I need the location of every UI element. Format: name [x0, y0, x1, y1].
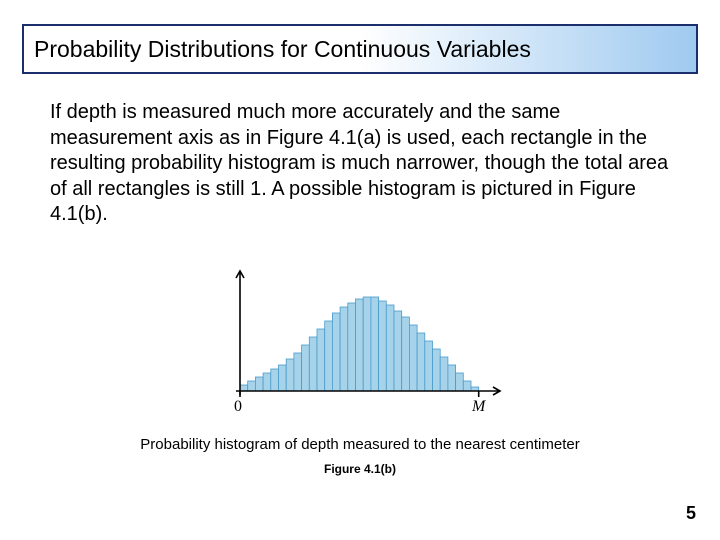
histogram-chart: 0M — [210, 263, 510, 413]
page-title: Probability Distributions for Continuous… — [34, 36, 531, 63]
title-banner: Probability Distributions for Continuous… — [22, 24, 698, 74]
page-number: 5 — [686, 503, 696, 524]
body-paragraph: If depth is measured much more accuratel… — [50, 100, 670, 228]
figure-label: Figure 4.1(b) — [0, 462, 720, 476]
svg-text:M: M — [471, 398, 487, 413]
figure-caption: Probability histogram of depth measured … — [0, 436, 720, 453]
svg-text:0: 0 — [234, 398, 242, 413]
histogram-svg: 0M — [210, 263, 510, 413]
